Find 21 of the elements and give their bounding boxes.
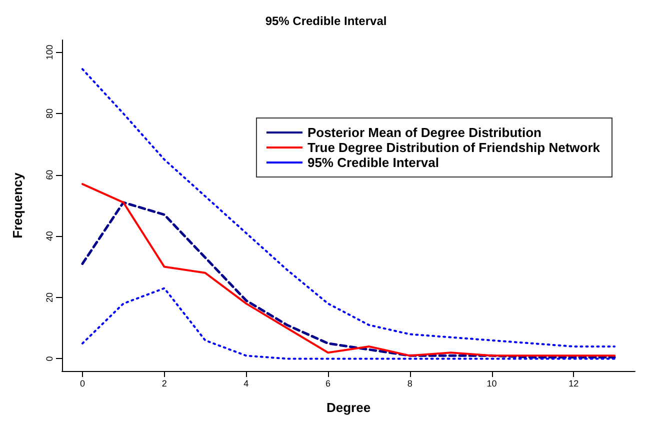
y-tick-label: 100 (44, 44, 54, 60)
line-series (81, 287, 616, 360)
x-tick-label: 6 (326, 378, 331, 388)
y-tick-label: 0 (44, 356, 54, 362)
legend-label: Posterior Mean of Degree Distribution (307, 125, 542, 140)
x-tick-label: 10 (486, 378, 497, 388)
chart-title: 95% Credible Interval (265, 14, 387, 28)
x-tick-label: 12 (568, 378, 579, 388)
legend-label: True Degree Distribution of Friendship Network (307, 140, 601, 155)
x-tick-label: 2 (162, 378, 167, 388)
x-tick-label: 0 (80, 378, 85, 388)
y-tick-label: 80 (44, 108, 54, 119)
x-tick-label: 8 (407, 378, 412, 388)
y-axis-title: Frequency (10, 172, 25, 238)
line-series (81, 68, 616, 348)
y-tick-label: 40 (44, 231, 54, 242)
x-tick-label: 4 (244, 378, 249, 388)
y-tick-label: 60 (44, 170, 54, 180)
legend-label: 95% Credible Interval (307, 155, 439, 170)
y-tick-label: 20 (44, 292, 54, 302)
x-axis-title: Degree (326, 400, 371, 415)
